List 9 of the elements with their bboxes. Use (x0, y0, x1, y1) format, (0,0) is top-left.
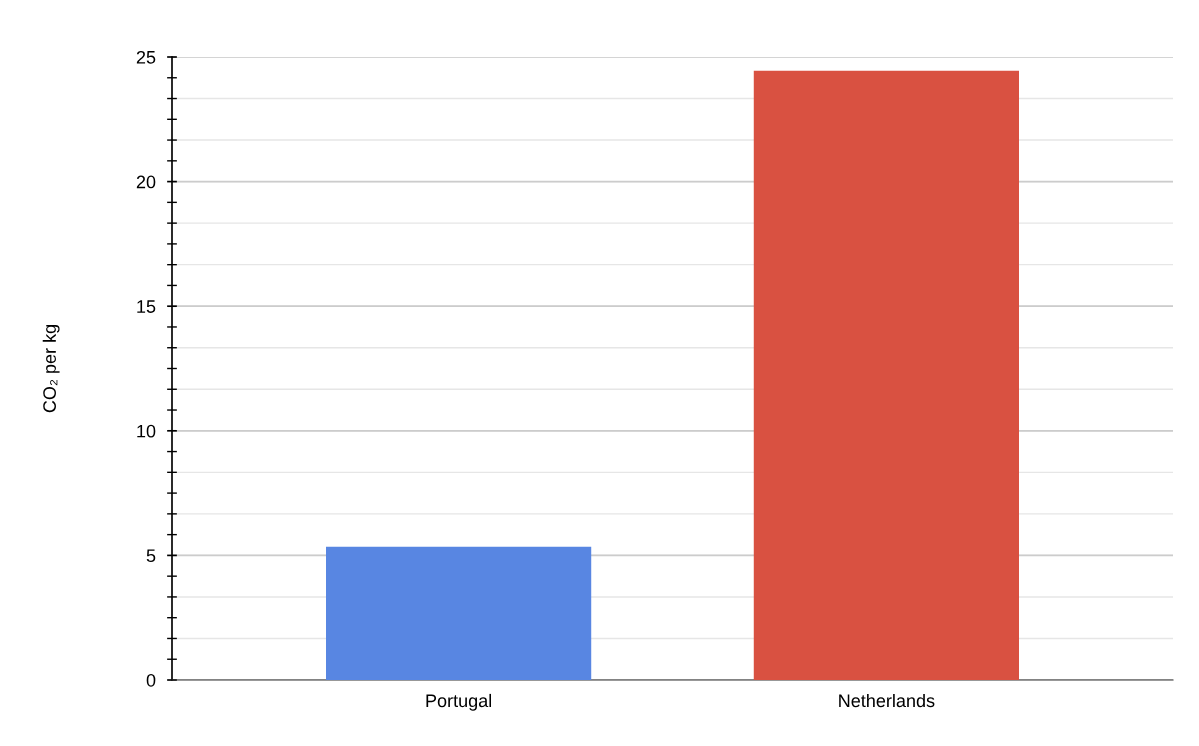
x-tick-label: Portugal (426, 693, 492, 711)
y-tick-label: 25 (136, 50, 156, 64)
x-tick-label: Netherlands (839, 693, 935, 708)
y-tick-label: 15 (137, 300, 156, 313)
y-tick-label: 0 (146, 673, 156, 687)
y-tick-label: 5 (146, 549, 156, 563)
y-tick-label: 10 (137, 424, 156, 438)
y-axis-title: CO₂ per kg (42, 325, 60, 413)
y-tick-label: 20 (136, 175, 156, 189)
